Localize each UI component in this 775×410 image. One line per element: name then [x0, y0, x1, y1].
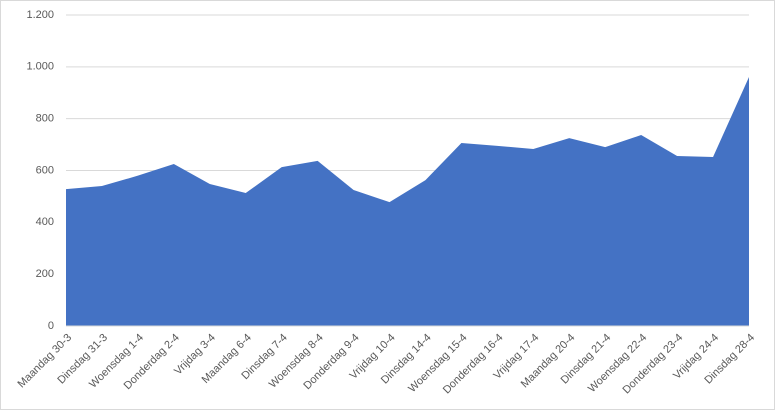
y-tick-label: 400 — [36, 216, 54, 228]
y-tick-label: 1.200 — [26, 9, 54, 21]
y-tick-label: 200 — [36, 268, 54, 280]
y-tick-label: 1.000 — [26, 61, 54, 73]
y-tick-label: 800 — [36, 113, 54, 125]
y-tick-label: 0 — [48, 320, 54, 332]
y-tick-label: 600 — [36, 164, 54, 176]
area — [66, 76, 749, 327]
